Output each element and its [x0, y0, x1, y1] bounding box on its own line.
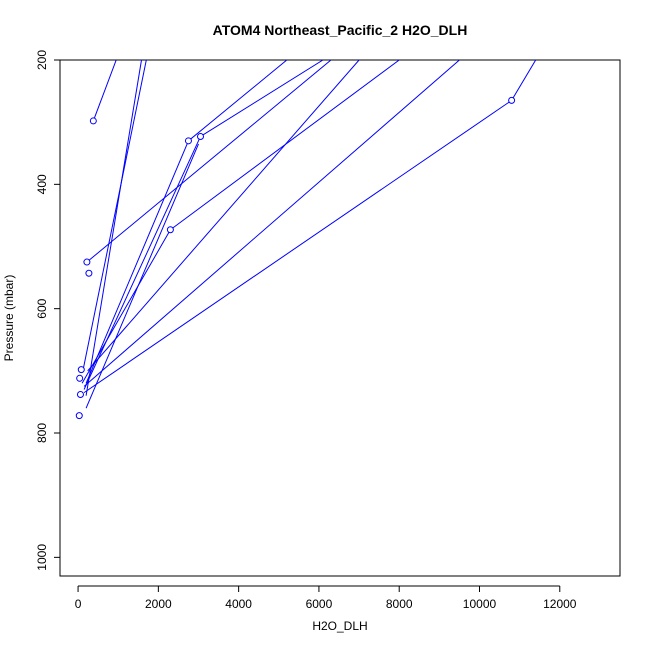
data-line	[85, 143, 199, 409]
data-line	[83, 60, 460, 387]
chart-title: ATOM4 Northeast_Pacific_2 H2O_DLH	[213, 22, 468, 38]
data-line	[188, 60, 288, 142]
x-axis: 0 2000 4000 6000 8000 10000 12000	[75, 585, 577, 611]
data-line	[81, 229, 171, 384]
data-point	[75, 412, 83, 420]
data-line	[83, 136, 201, 390]
plot-area	[75, 60, 537, 420]
x-tick-label: 12000	[543, 597, 577, 611]
y-axis: 200 400 600 800 1000	[35, 50, 61, 571]
x-tick-label: 2000	[145, 597, 172, 611]
data-point	[184, 137, 192, 145]
y-tick-label: 800	[35, 423, 49, 443]
x-tick-label: 4000	[225, 597, 252, 611]
data-line	[511, 60, 537, 101]
data-point	[77, 366, 85, 374]
data-line	[85, 140, 189, 384]
data-line	[85, 60, 142, 396]
y-axis-label: Pressure (mbar)	[2, 275, 16, 362]
y-tick-label: 200	[35, 50, 49, 70]
y-tick-label: 400	[35, 174, 49, 194]
data-line	[87, 60, 360, 372]
data-point	[89, 117, 97, 125]
y-tick-label: 600	[35, 298, 49, 318]
data-line	[200, 60, 324, 137]
data-point	[76, 374, 84, 382]
data-point	[197, 132, 205, 140]
x-tick-label: 8000	[386, 597, 413, 611]
x-tick-label: 0	[75, 597, 82, 611]
x-tick-label: 10000	[463, 597, 497, 611]
y-tick-label: 1000	[35, 544, 49, 571]
x-tick-label: 6000	[306, 597, 333, 611]
data-line	[83, 99, 512, 394]
series-group	[75, 60, 537, 420]
data-line	[92, 60, 117, 122]
data-line	[86, 60, 332, 263]
data-point	[508, 96, 516, 104]
data-point	[166, 226, 174, 234]
data-point	[83, 258, 91, 266]
x-axis-label: H2O_DLH	[312, 619, 367, 633]
data-line	[82, 60, 147, 371]
data-point	[76, 390, 84, 398]
data-line	[170, 60, 400, 231]
data-point	[85, 269, 93, 277]
